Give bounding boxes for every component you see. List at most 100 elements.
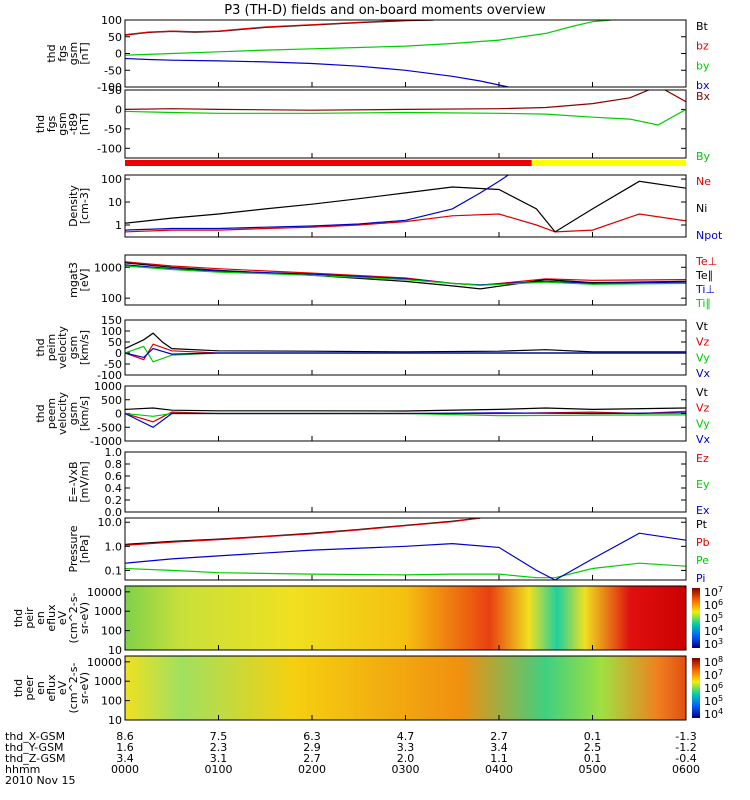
y-tick-label: 0.1: [105, 564, 123, 577]
mode-bar: [125, 160, 686, 166]
y-tick-label: 150: [101, 314, 122, 327]
colorbar-tick: 107: [704, 585, 723, 599]
y-axis-label-line: eV: [56, 680, 69, 695]
legend-bt: Bt: [696, 20, 709, 33]
y-axis-label-line: mgat3: [67, 262, 80, 298]
y-axis-label-line: sr-eV): [78, 672, 91, 704]
legend-vy: Vy: [696, 351, 710, 364]
x-tick-label: 2.7: [303, 752, 321, 765]
panel-pressure: 10.0 1.0 0.1 Pt Pb Pe Pi Pressure[nPa]: [67, 516, 710, 585]
y-axis-label-line: velocity: [56, 392, 69, 435]
y-tick-label: 500: [101, 394, 122, 407]
x-tick-label: 0.1: [584, 752, 602, 765]
panel-frame: [124, 451, 687, 513]
panel-frame: [124, 517, 687, 581]
legend-vy: Vy: [696, 417, 710, 430]
y-axis-label-line: sr-eV): [78, 602, 91, 634]
y-tick-label: -50: [104, 64, 122, 77]
colorbar-tick: 108: [704, 655, 723, 669]
y-axis-label-line: en: [34, 681, 47, 695]
x-tick-label: 3.4: [116, 752, 134, 765]
legend-vx: Vx: [696, 433, 711, 446]
x-row-label: hhmm: [5, 763, 40, 776]
x-tick-label: 0600: [672, 763, 700, 776]
x-tick-label: 0100: [205, 763, 233, 776]
y-axis-label-line: [nT]: [78, 42, 91, 64]
y-axis-label-line: fgs: [56, 45, 69, 62]
series-group: [125, 332, 686, 363]
panels: 100500-50-100Btbzbybxthdfgsgsm[nT]500-50…: [12, 14, 723, 727]
panel-mom_temp: 1000 100 Te⊥Te∥Ti⊥Ti∥ mgat3[eV]: [67, 254, 717, 310]
legend-bx: bx: [696, 79, 710, 92]
series-line-pi: [125, 532, 686, 580]
series-line-vt: [125, 407, 686, 412]
mode-bar-slow: [125, 160, 532, 166]
spectrogram: [125, 656, 686, 720]
legend-ti⊥: Ti⊥: [695, 283, 715, 296]
y-axis-label-line: peir: [23, 607, 36, 629]
y-axis-label-line: [km/s]: [78, 396, 91, 431]
y-tick-label: 1000: [94, 675, 122, 688]
y-tick-label: 1000: [94, 605, 122, 618]
series-group: [125, 407, 686, 428]
x-tick-label: 2.9: [303, 741, 321, 754]
y-axis-label-line: [eV]: [78, 269, 91, 292]
y-axis-label-line: fgs: [45, 115, 58, 132]
y-axis-label-line: E=-VxB: [67, 461, 80, 502]
panel-frame: [124, 319, 687, 376]
y-tick-label: 10000: [87, 586, 122, 599]
series-line-bt: [125, 20, 434, 36]
y-tick-label: 0.8: [105, 458, 123, 471]
y-tick-label: 0: [115, 48, 122, 61]
y-tick-label: 0.0: [105, 506, 123, 519]
legend-ti∥: Ti∥: [695, 297, 711, 310]
date-label: 2010 Nov 15: [5, 774, 75, 787]
x-tick-label: 3.3: [397, 741, 415, 754]
y-axis-label: Density[cm-3]: [67, 185, 91, 227]
y-axis-label-line: thd: [34, 338, 47, 356]
y-axis-label-line: thd: [12, 679, 25, 697]
y-tick-label: 0: [115, 408, 122, 421]
x-row-label: thd_X-GSM: [5, 730, 65, 743]
legend-vz: Vz: [696, 336, 710, 349]
y-tick-label: 1000: [94, 380, 122, 393]
y-axis-label-line: peem: [45, 398, 58, 429]
legend-pt: Pt: [696, 518, 708, 531]
series-group: [125, 20, 612, 87]
series-line-ne: [125, 213, 686, 233]
series-line-te∥: [125, 262, 686, 290]
y-axis-label-line: [mV/m]: [78, 461, 91, 502]
y-tick-label: -500: [97, 421, 122, 434]
y-axis-label-line: eV: [56, 610, 69, 625]
legend: Vt Vz Vy Vx: [696, 320, 711, 380]
y-tick-label: 100: [101, 325, 122, 338]
x-tick-label: 2.0: [397, 752, 415, 765]
x-tick-label: 0200: [298, 763, 326, 776]
y-tick-label: 10.0: [98, 516, 123, 529]
x-tick-label: 0300: [392, 763, 420, 776]
series-line-bz: [125, 20, 434, 36]
y-tick-label: 100: [101, 173, 122, 186]
legend-ey: Ey: [696, 478, 710, 491]
y-axis-label-line: thd: [12, 609, 25, 627]
y-tick-label: -100: [97, 369, 122, 382]
y-tick-label: 1: [115, 219, 122, 232]
y-tick-label: 50: [108, 84, 122, 97]
x-tick-label: 2.5: [584, 741, 602, 754]
panel-frame: [124, 19, 687, 88]
y-axis-label-line: Pressure: [67, 525, 80, 572]
y-axis-label-line: eflux: [45, 604, 58, 632]
x-tick-label: 4.7: [397, 730, 415, 743]
legend-vt: Vt: [696, 320, 709, 333]
y-axis-label-line: thd: [45, 44, 58, 62]
mode-bar-fast: [531, 160, 686, 166]
y-tick-label: -100: [97, 81, 122, 94]
x-tick-label: 3.4: [490, 741, 508, 754]
y-tick-label: 100: [101, 292, 122, 305]
x-tick-label: 2.3: [210, 741, 228, 754]
